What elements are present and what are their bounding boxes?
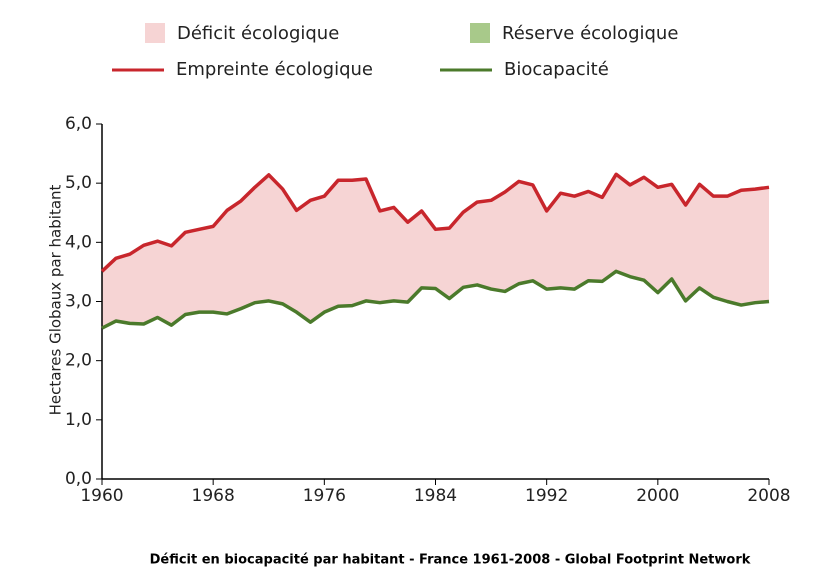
y-tick-label: 2,0 xyxy=(65,351,92,371)
y-tick-label: 1,0 xyxy=(65,410,92,430)
series-line xyxy=(101,269,770,330)
y-tick-label: 0,0 xyxy=(65,469,92,489)
x-tick-label: 1992 xyxy=(525,486,568,506)
y-axis-label: Hectares Globaux par habitant xyxy=(47,184,65,415)
y-tick-label: 6,0 xyxy=(65,114,92,134)
y-tick-label: 4,0 xyxy=(65,232,92,252)
x-tick-label: 1984 xyxy=(414,486,457,506)
y-tick-label: 5,0 xyxy=(65,173,92,193)
legend-label: Empreinte écologique xyxy=(176,59,373,80)
series-line xyxy=(100,172,770,273)
caption: Déficit en biocapacité par habitant - Fr… xyxy=(150,553,751,568)
x-tick-label: 1968 xyxy=(192,486,235,506)
y-tick-label: 3,0 xyxy=(65,292,92,312)
legend-swatch xyxy=(145,23,165,43)
legend-swatch xyxy=(470,23,490,43)
legend-label: Déficit écologique xyxy=(177,23,339,44)
x-tick-label: 1976 xyxy=(303,486,346,506)
x-tick-label: 2000 xyxy=(636,486,679,506)
legend-label: Réserve écologique xyxy=(502,23,678,44)
x-tick-label: 1960 xyxy=(80,486,123,506)
deficit-area xyxy=(102,174,769,329)
legend-label: Biocapacité xyxy=(504,59,609,80)
x-tick-label: 2008 xyxy=(747,486,790,506)
